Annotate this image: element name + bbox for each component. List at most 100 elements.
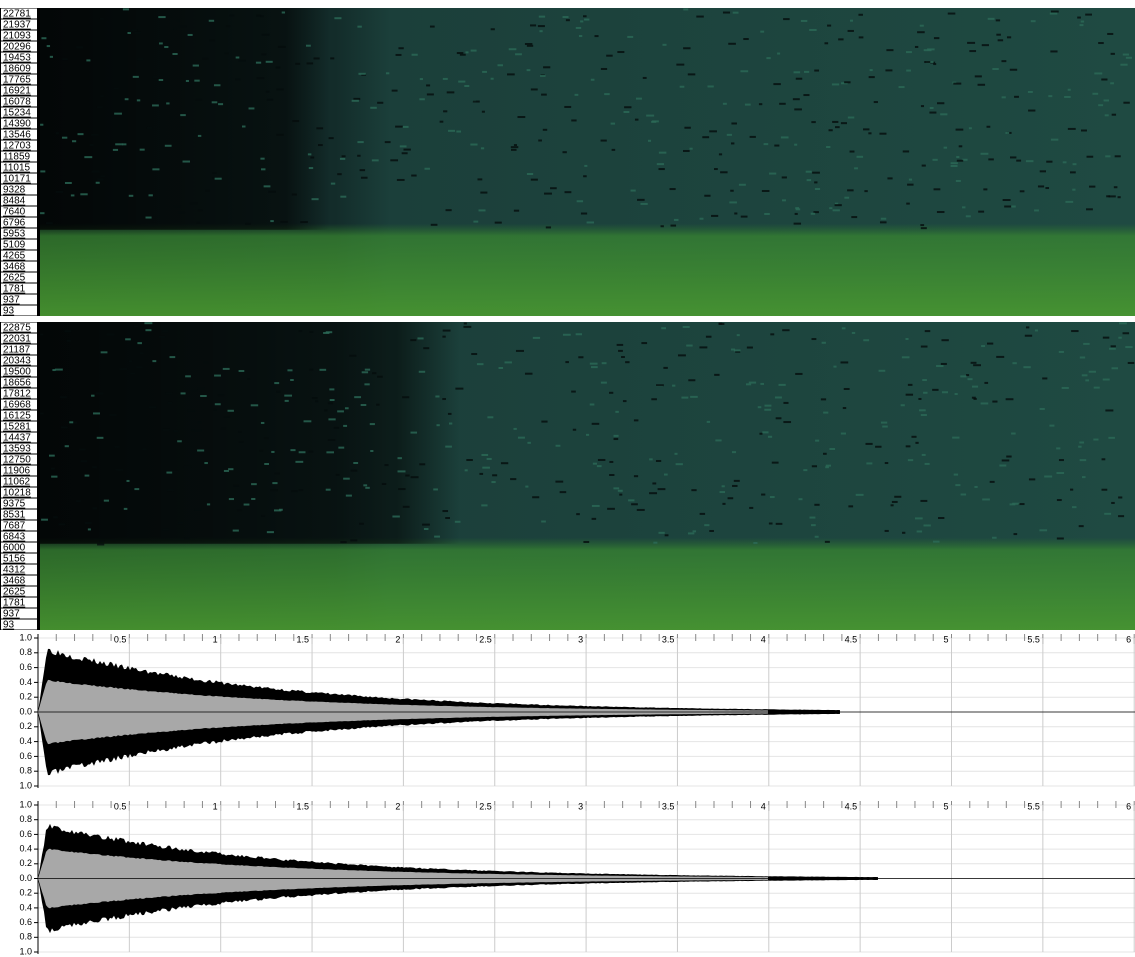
noise (418, 370, 426, 373)
noise (498, 367, 504, 370)
noise (133, 325, 139, 328)
noise (613, 434, 619, 437)
noise (435, 395, 440, 398)
label-box (1, 399, 37, 410)
noise (814, 69, 820, 72)
noise (95, 392, 104, 395)
y-label: 0.2 (19, 858, 32, 868)
noise (223, 415, 231, 418)
noise (832, 209, 840, 212)
noise (274, 382, 280, 385)
noise (923, 391, 928, 394)
frequency-label: 16968 (3, 400, 31, 411)
noise (377, 375, 383, 378)
noise (315, 400, 319, 403)
dark-region (40, 322, 460, 544)
noise (1056, 447, 1061, 450)
frequency-label: 1781 (3, 284, 26, 295)
noise (606, 54, 613, 57)
noise (350, 539, 358, 542)
noise (445, 517, 451, 520)
label-box (1, 355, 37, 366)
noise (965, 215, 971, 218)
x-label: 4.5 (845, 801, 858, 811)
noise (1125, 346, 1133, 349)
noise (865, 442, 873, 445)
noise (490, 28, 495, 31)
noise (1110, 82, 1114, 85)
noise (464, 469, 468, 472)
noise (89, 143, 94, 146)
noise (442, 329, 451, 332)
noise (669, 188, 676, 191)
noise (618, 349, 623, 352)
noise (1028, 109, 1036, 112)
noise (970, 361, 977, 364)
noise (924, 462, 930, 465)
noise (864, 190, 868, 193)
noise (363, 484, 368, 487)
noise (940, 113, 948, 116)
noise (793, 71, 801, 74)
frequency-label: 22781 (3, 9, 31, 20)
frequency-label: 17765 (3, 75, 31, 86)
noise (919, 409, 926, 412)
noise (583, 540, 590, 543)
noise (803, 70, 810, 73)
noise (513, 427, 517, 430)
frequency-label: 6843 (3, 532, 26, 543)
noise (97, 543, 105, 546)
noise (615, 410, 619, 413)
noise (360, 404, 367, 407)
noise (251, 483, 257, 486)
noise (729, 201, 737, 204)
noise (544, 192, 552, 195)
noise (290, 449, 296, 452)
noise (562, 16, 569, 19)
noise (1079, 459, 1087, 462)
noise (722, 102, 727, 105)
noise (684, 126, 691, 129)
noise (471, 353, 478, 356)
noise (337, 173, 342, 176)
noise (863, 128, 870, 131)
noise (915, 517, 923, 520)
noise (575, 333, 583, 336)
frequency-label: 13593 (3, 444, 31, 455)
noise (572, 428, 577, 431)
frequency-label: 7640 (3, 207, 26, 218)
label-box (1, 261, 37, 272)
noise (353, 461, 359, 464)
noise (922, 379, 927, 382)
noise (177, 440, 182, 443)
noise (769, 496, 775, 499)
noise (403, 148, 411, 151)
noise (223, 469, 229, 472)
noise (1023, 366, 1031, 369)
noise (880, 421, 888, 424)
noise (749, 135, 756, 138)
noise (434, 535, 441, 538)
noise (311, 198, 319, 201)
x-label: 6 (1126, 634, 1131, 644)
noise (687, 73, 696, 76)
noise (792, 98, 800, 101)
noise (704, 194, 711, 197)
noise (902, 150, 910, 153)
noise (657, 488, 666, 491)
noise (463, 322, 467, 325)
noise (245, 222, 251, 225)
noise (720, 171, 728, 174)
frequency-label: 7687 (3, 521, 26, 532)
noise (159, 42, 163, 45)
frequency-label: 14437 (3, 433, 31, 444)
noise (308, 450, 314, 453)
noise (1009, 156, 1017, 159)
noise (1103, 99, 1110, 102)
noise (162, 428, 170, 431)
noise (923, 524, 931, 527)
noise (337, 410, 344, 413)
noise (658, 151, 667, 154)
noise (878, 369, 886, 372)
noise (397, 457, 402, 460)
